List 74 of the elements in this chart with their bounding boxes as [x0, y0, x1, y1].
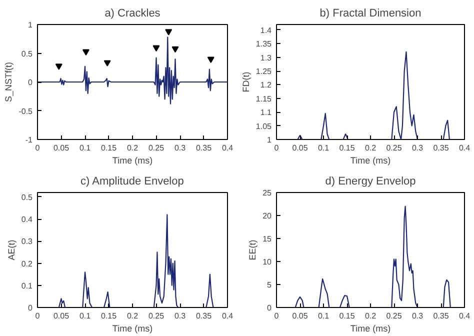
- y-axis-title: EE(t): [248, 240, 258, 260]
- x-tick-label: 0.05: [53, 144, 70, 152]
- x-tick-label: 0.15: [339, 144, 356, 152]
- chart-title: c) Amplitude Envelop: [80, 176, 184, 188]
- y-axis-title: S_NSTf(t): [4, 62, 14, 102]
- y-tick-label: 1.4: [260, 26, 272, 35]
- x-tick-label: 0.1: [79, 312, 92, 320]
- x-axis-title: Time (ms): [350, 156, 391, 166]
- y-tick-label: 0.1: [21, 281, 34, 290]
- x-tick-label: 0.3: [412, 312, 424, 320]
- y-tick-label: 1.35: [256, 40, 272, 49]
- x-tick-label: 0.4: [458, 144, 471, 152]
- x-tick-label: 0.3: [174, 144, 186, 152]
- x-tick-label: 0.35: [433, 144, 450, 152]
- y-tick-label: 1.25: [256, 67, 272, 76]
- y-tick-label: 1: [28, 20, 34, 30]
- x-tick-label: 0: [274, 144, 280, 152]
- y-tick-label: 1.2: [260, 80, 272, 90]
- x-tick-label: 0.15: [339, 312, 356, 320]
- x-tick-label: 0.3: [174, 312, 186, 320]
- x-axis-title: Time (ms): [112, 156, 153, 166]
- y-tick-label: 0.2: [21, 259, 34, 268]
- y-tick-label: -0.5: [18, 106, 34, 116]
- x-tick-label: 0.2: [364, 312, 377, 320]
- x-tick-label: 0: [274, 312, 280, 320]
- y-tick-label: 0: [28, 304, 34, 312]
- x-tick-label: 0.35: [196, 312, 212, 320]
- y-tick-label: 0.5: [21, 192, 34, 202]
- y-tick-label: 1.1: [260, 108, 272, 118]
- y-tick-label: 15: [262, 234, 272, 244]
- x-tick-label: 0.35: [196, 144, 212, 152]
- x-tick-label: 0.15: [100, 312, 118, 320]
- y-tick-label: 10: [262, 258, 272, 266]
- x-axis-title: Time (ms): [112, 324, 153, 334]
- y-axis-title: FD(t): [240, 72, 251, 92]
- x-tick-label: 0.25: [386, 312, 402, 320]
- x-tick-label: 0: [35, 312, 40, 320]
- y-tick-label: 1.15: [256, 94, 272, 104]
- chart-title: d) Energy Envelop: [325, 176, 416, 188]
- y-tick-label: 20: [262, 212, 272, 220]
- y-tick-label: 1.3: [260, 53, 272, 62]
- y-tick-label: 1: [267, 136, 272, 144]
- x-tick-label: 0.4: [222, 144, 234, 152]
- y-tick-label: 1.05: [256, 122, 272, 131]
- x-tick-label: 0.25: [148, 312, 165, 320]
- y-axis-title: AE(t): [6, 240, 16, 260]
- chart-title: b) Fractal Dimension: [320, 8, 422, 20]
- x-tick-label: 0.1: [318, 312, 330, 320]
- y-tick-label: 0: [267, 304, 272, 312]
- x-tick-label: 0.25: [148, 144, 165, 152]
- x-axis-title: Time (ms): [350, 324, 391, 334]
- chart-title: a) Crackles: [104, 8, 161, 20]
- x-tick-label: 0.3: [412, 144, 424, 152]
- x-tick-label: 0.05: [53, 312, 70, 320]
- x-tick-label: 0.15: [100, 144, 118, 152]
- y-tick-label: 0: [28, 78, 34, 87]
- x-tick-label: 0.2: [126, 144, 139, 152]
- x-tick-label: 0.05: [292, 144, 308, 152]
- y-tick-label: 0.5: [21, 49, 34, 58]
- x-tick-label: 0.1: [79, 144, 92, 152]
- x-tick-label: 0.2: [126, 312, 139, 320]
- y-tick-label: 0.3: [21, 237, 34, 246]
- x-tick-label: 0.05: [292, 312, 308, 320]
- x-tick-label: 0.35: [433, 312, 450, 320]
- x-tick-label: 0.25: [386, 144, 402, 152]
- y-tick-label: 5: [267, 280, 272, 290]
- x-tick-label: 0.4: [222, 312, 234, 320]
- x-tick-label: 0.4: [458, 312, 471, 320]
- x-tick-label: 0: [35, 144, 40, 152]
- y-tick-label: 25: [262, 188, 272, 198]
- y-tick-label: -1: [25, 136, 34, 144]
- x-tick-label: 0.2: [364, 144, 377, 152]
- x-tick-label: 0.1: [318, 144, 330, 152]
- y-tick-label: 0.4: [21, 215, 34, 224]
